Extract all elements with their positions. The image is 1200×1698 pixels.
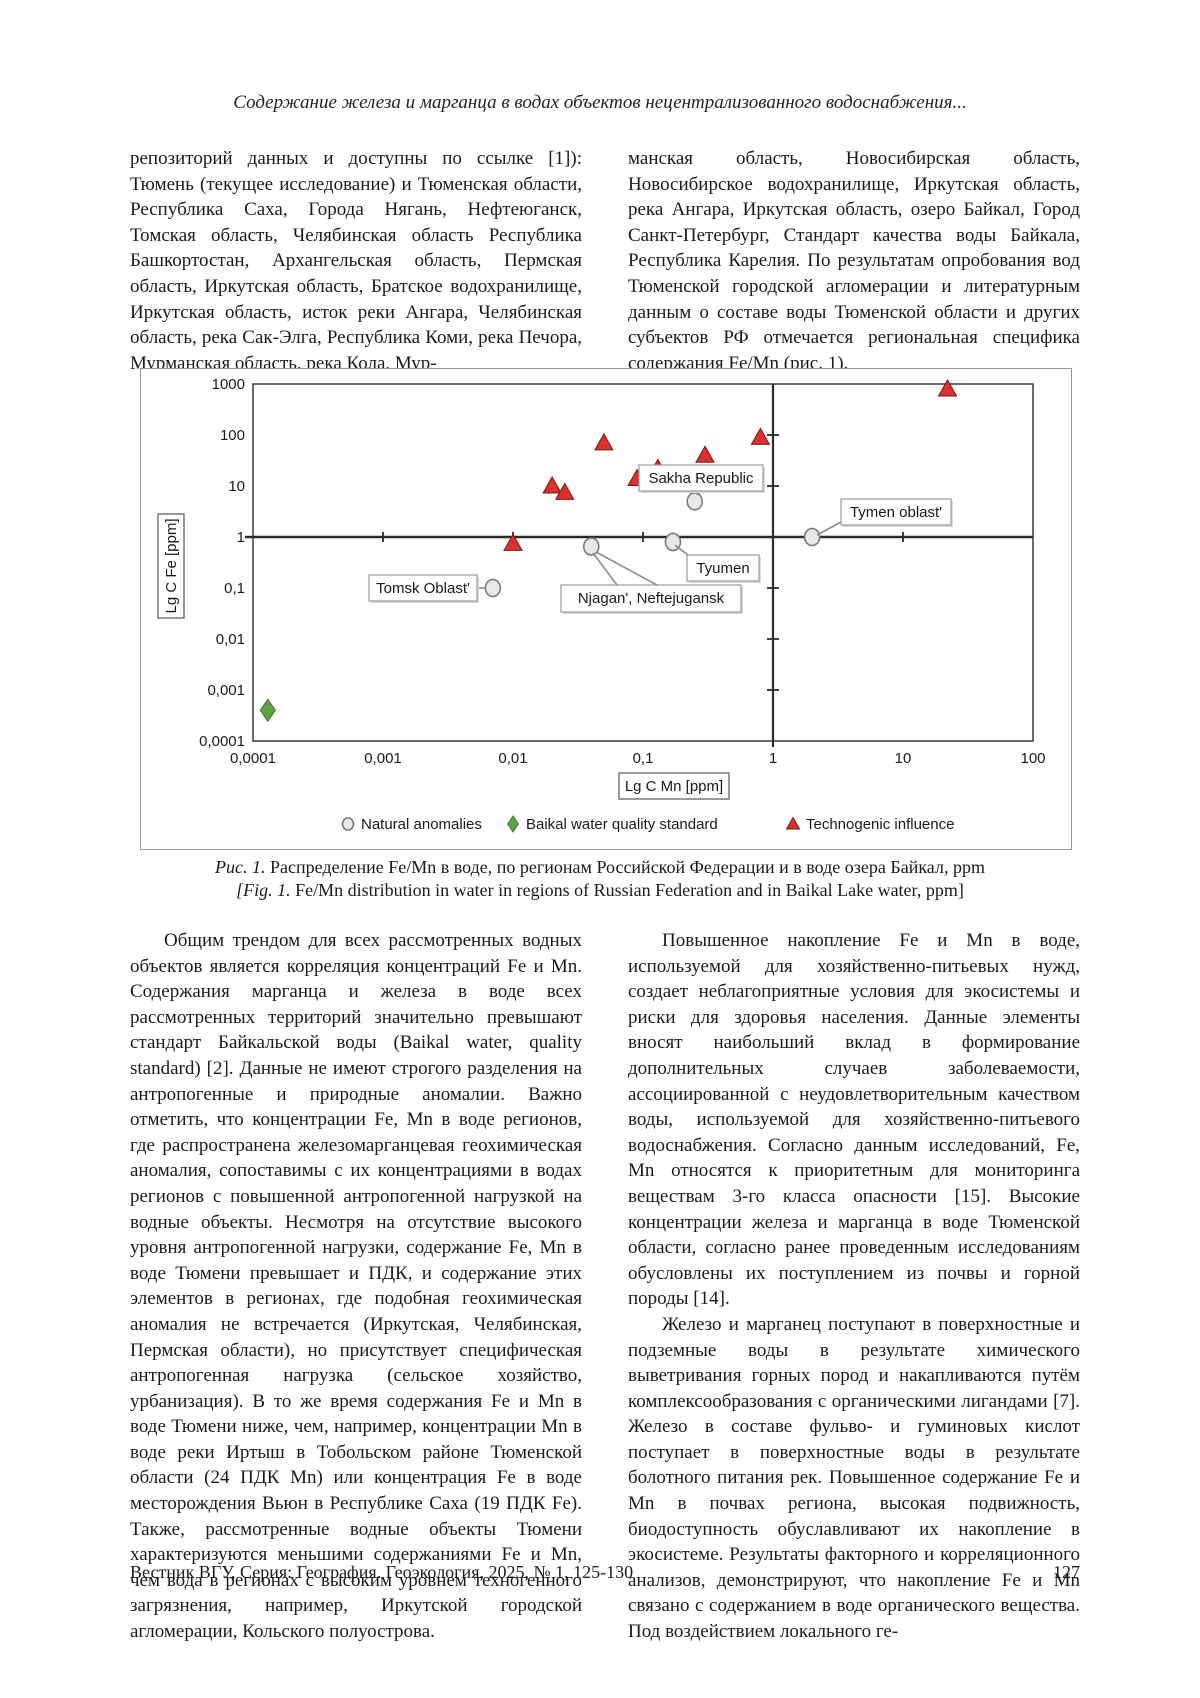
callout-label: Tomsk Oblast': [376, 580, 470, 597]
column-left-top: репозиторий данных и доступны по ссылке …: [130, 146, 582, 376]
journal-line: Вестник ВГУ, Серия: География. Геоэколог…: [130, 1562, 634, 1582]
legend-label: Technogenic influence: [806, 816, 954, 833]
figure-caption-ru-label: Рис. 1.: [215, 857, 266, 877]
paragraph: манская область, Новосибирская область, …: [628, 148, 1080, 374]
figure-caption-en-label: [Fig. 1.: [236, 880, 291, 900]
callout-box: [638, 464, 764, 492]
point-technogenic: [695, 445, 715, 463]
y-tick-label: 0,001: [207, 682, 245, 699]
text-columns-top: репозиторий данных и доступны по ссылке …: [130, 146, 1080, 376]
x-tick-label: 0,1: [633, 750, 654, 767]
point-natural: [686, 492, 704, 511]
point-natural: [582, 537, 600, 556]
x-tick-label: 100: [1020, 750, 1045, 767]
y-axis-label-group: Lg C Fe [ppm]: [157, 513, 185, 619]
paragraph: Повышенное накопление Fe и Mn в воде, ис…: [628, 930, 1080, 1310]
callout-label: Sakha Republic: [648, 470, 754, 487]
y-tick-label: 1000: [212, 376, 245, 393]
point-technogenic: [750, 427, 771, 445]
x-tick-label: 0,001: [364, 750, 402, 767]
text-columns-bottom: Общим трендом для всех рассмотренных вод…: [130, 928, 1080, 1645]
y-tick-label: 0,01: [216, 631, 245, 648]
figure-caption-en-text: Fe/Mn distribution in water in regions o…: [290, 880, 964, 900]
x-axis-label: Lg C Mn [ppm]: [625, 778, 723, 795]
paragraph: Общим трендом для всех рассмотренных вод…: [130, 930, 582, 1643]
y-tick-label: 1: [237, 529, 245, 546]
point-technogenic: [594, 432, 614, 451]
callout-box: [840, 498, 952, 526]
y-tick-label: 0,1: [224, 580, 245, 597]
point-baikal: [506, 815, 520, 833]
callout-label: Tyumen: [696, 560, 749, 577]
x-tick-label: 1: [769, 750, 777, 767]
figure-caption-ru: Рис. 1. Распределение Fe/Mn в воде, по р…: [100, 856, 1100, 879]
y-tick-label: 100: [220, 427, 245, 444]
point-natural: [341, 817, 355, 831]
y-axis-label: Lg C Fe [ppm]: [163, 518, 180, 613]
callout-leader: [592, 552, 618, 586]
paragraph: репозиторий данных и доступны по ссылке …: [130, 148, 582, 374]
figure-caption-en: [Fig. 1. Fe/Mn distribution in water in …: [100, 879, 1100, 902]
plot-border: [252, 383, 1034, 742]
point-technogenic: [554, 482, 575, 500]
page-footer: Вестник ВГУ, Серия: География. Геоэколог…: [130, 1562, 1080, 1583]
column-right-bottom: Повышенное накопление Fe и Mn в воде, ис…: [628, 928, 1080, 1645]
y-axis-label-box: [157, 513, 185, 619]
x-tick-label: 0,0001: [230, 750, 276, 767]
point-baikal: [259, 698, 276, 723]
figure-1: 1000 100 10 1 0,1 0,01 0,001 0,0001 0,0001 0,001 0…: [140, 368, 1072, 850]
point-natural: [803, 527, 821, 547]
point-technogenic: [542, 475, 562, 494]
figure-caption: Рис. 1. Распределение Fe/Mn в воде, по р…: [100, 856, 1100, 902]
paragraph: Железо и марганец поступают в поверхност…: [628, 1313, 1080, 1643]
x-tick-label: 10: [895, 750, 912, 767]
callout-box: [368, 574, 478, 602]
y-tick-label: 0,0001: [199, 733, 245, 750]
figure-caption-ru-text: Распределение Fe/Mn в воде, по регионам …: [265, 857, 985, 877]
callout-box: [686, 554, 760, 582]
callout-leader: [595, 551, 658, 586]
y-tick-label: 10: [228, 478, 245, 495]
point-technogenic: [503, 533, 523, 551]
page-number: 127: [1053, 1562, 1080, 1582]
point-natural: [484, 578, 502, 598]
callout-leader: [816, 520, 844, 536]
legend-label: Natural anomalies: [361, 816, 482, 833]
column-left-bottom: Общим трендом для всех рассмотренных вод…: [130, 928, 582, 1645]
point-technogenic: [937, 378, 958, 397]
column-right-top: манская область, Новосибирская область, …: [628, 146, 1080, 376]
legend-label: Baikal water quality standard: [526, 816, 718, 833]
callout-label: Tymen oblast': [850, 504, 942, 521]
x-tick-label: 0,01: [498, 750, 527, 767]
running-head: Содержание железа и марганца в водах объ…: [233, 92, 967, 113]
x-axis-label-box: [618, 772, 730, 800]
callout-box: [560, 584, 742, 613]
callout-label: Njagan', Neftejugansk: [578, 590, 725, 607]
point-technogenic: [785, 816, 801, 830]
